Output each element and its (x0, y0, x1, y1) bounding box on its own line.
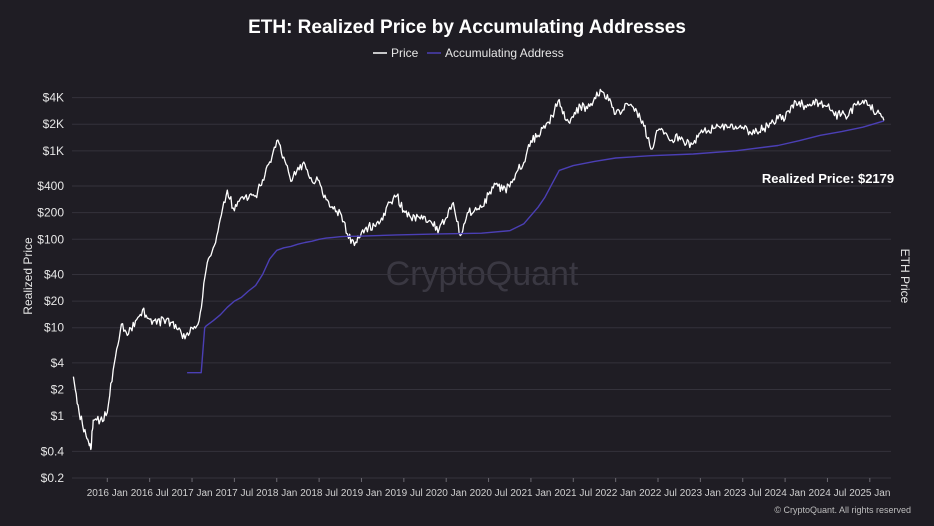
x-tick-label: 2023 Jul (724, 488, 762, 499)
x-tick-label: 2016 Jan (87, 488, 128, 499)
y-tick-label: $4 (51, 356, 65, 370)
x-tick-label: 2021 Jan (510, 488, 551, 499)
x-tick-label: 2021 Jul (554, 488, 592, 499)
y2-axis-label: ETH Price (898, 249, 912, 304)
x-tick-label: 2019 Jul (385, 488, 423, 499)
y-tick-label: $2 (51, 383, 65, 397)
chart-title: ETH: Realized Price by Accumulating Addr… (248, 17, 686, 38)
price-line (72, 88, 885, 451)
legend-price-label: Price (391, 46, 419, 60)
x-tick-label: 2017 Jan (171, 488, 212, 499)
x-tick-label: 2017 Jul (215, 488, 253, 499)
legend-accumulating-label: Accumulating Address (445, 46, 564, 60)
y-tick-label: $100 (37, 232, 64, 246)
y-tick-label: $4K (43, 91, 64, 105)
y-tick-label: $400 (37, 179, 64, 193)
copyright-footer: © CryptoQuant. All rights reserved (774, 505, 911, 515)
series-layer (72, 88, 885, 451)
legend: Price Accumulating Address (373, 46, 564, 60)
x-axis-ticks: 2016 Jan 2016 Jul 2017 Jan 2017 Jul 2018 Jan… (87, 478, 890, 499)
x-tick-label: 2025 Jan (849, 488, 890, 499)
x-tick-label: 2019 Jan (341, 488, 382, 499)
y-tick-label: $40 (44, 267, 64, 281)
y-tick-label: $200 (37, 206, 64, 220)
y-axis-ticks: $0.2 $0.4 $1 $2 $4 $10 $20 $40 $100 $200 $400 $1K $2… (37, 91, 64, 485)
x-tick-label: 2018 Jul (300, 488, 338, 499)
x-tick-label: 2020 Jul (470, 488, 508, 499)
x-tick-label: 2022 Jan (595, 488, 636, 499)
y-tick-label: $0.4 (41, 444, 65, 458)
y-tick-label: $20 (44, 294, 64, 308)
y-tick-label: $0.2 (41, 471, 65, 485)
gridlines (72, 97, 891, 479)
y-tick-label: $2K (43, 117, 64, 131)
y-axis-label: Realized Price (21, 237, 35, 315)
x-tick-label: 2023 Jan (680, 488, 721, 499)
x-tick-label: 2022 Jul (639, 488, 677, 499)
accumulating-address-line (187, 120, 885, 374)
y-tick-label: $10 (44, 321, 64, 335)
x-tick-label: 2016 Jul (131, 488, 169, 499)
x-tick-label: 2024 Jul (809, 488, 847, 499)
x-tick-label: 2018 Jan (256, 488, 297, 499)
x-tick-label: 2020 Jan (426, 488, 467, 499)
realized-price-annotation: Realized Price: $2179 (762, 171, 894, 186)
y-tick-label: $1 (51, 409, 65, 423)
y-tick-label: $1K (43, 144, 64, 158)
x-tick-label: 2024 Jan (765, 488, 806, 499)
